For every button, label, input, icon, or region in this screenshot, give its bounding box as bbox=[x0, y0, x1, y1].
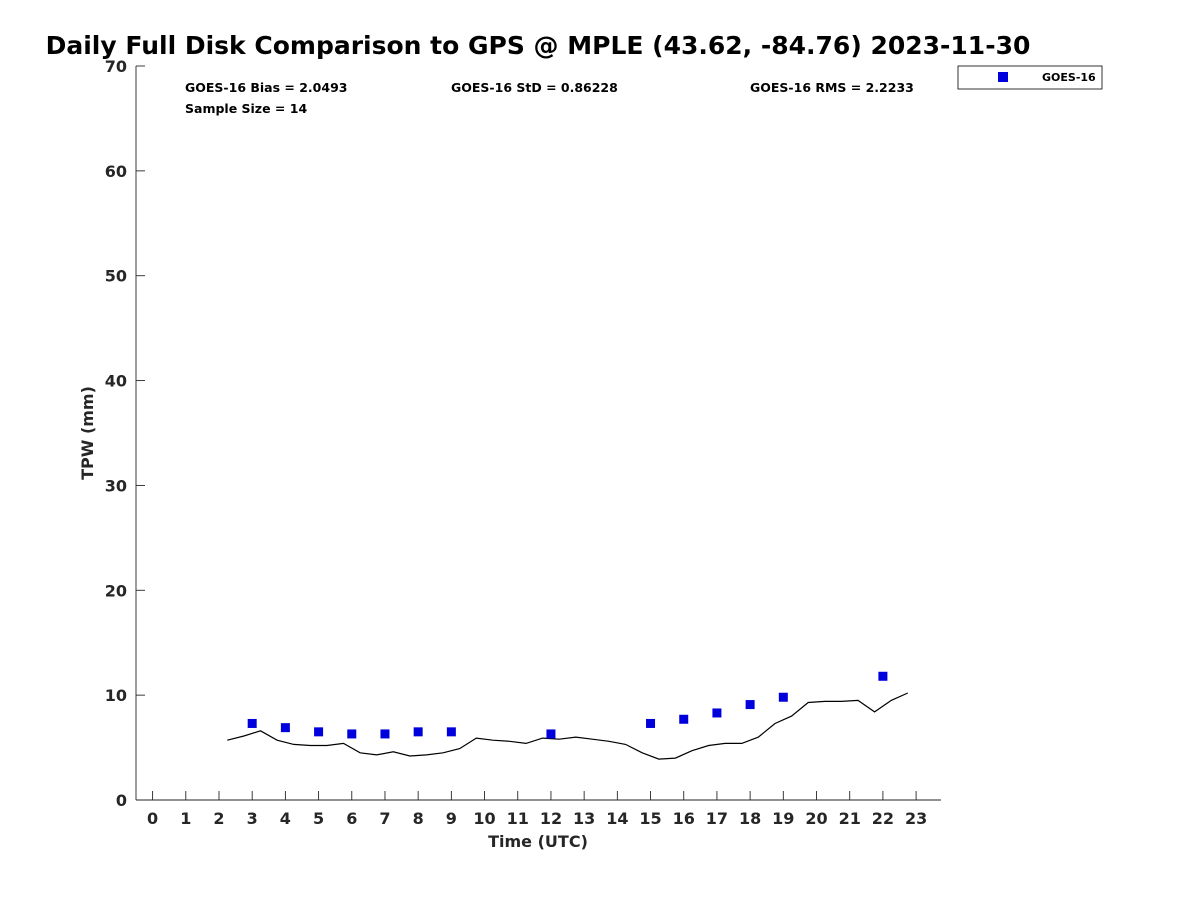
goes16-point bbox=[247, 718, 257, 728]
y-tick-label: 50 bbox=[105, 267, 127, 286]
goes16-point bbox=[413, 727, 423, 737]
y-tick-label: 60 bbox=[105, 162, 127, 181]
x-tick-label: 15 bbox=[639, 809, 661, 828]
x-tick-label: 12 bbox=[540, 809, 562, 828]
y-axis-label: TPW (mm) bbox=[78, 386, 97, 480]
x-tick-label: 1 bbox=[180, 809, 191, 828]
goes16-point bbox=[745, 700, 755, 710]
x-tick-label: 23 bbox=[905, 809, 927, 828]
x-tick-label: 14 bbox=[606, 809, 628, 828]
goes16-point bbox=[679, 714, 689, 724]
x-tick-label: 2 bbox=[213, 809, 224, 828]
legend-box bbox=[957, 65, 1103, 90]
x-tick-label: 3 bbox=[247, 809, 258, 828]
legend-label-goes16: GOES-16 bbox=[1042, 71, 1096, 84]
goes16-point bbox=[380, 729, 390, 739]
x-tick-label: 21 bbox=[839, 809, 861, 828]
x-tick-label: 13 bbox=[573, 809, 595, 828]
rms-stat: GOES-16 RMS = 2.2233 bbox=[750, 80, 914, 95]
y-tick-label: 70 bbox=[105, 57, 127, 76]
y-tick-label: 20 bbox=[105, 581, 127, 600]
goes16-point bbox=[646, 718, 656, 728]
x-tick-label: 7 bbox=[379, 809, 390, 828]
gps-tpw-line bbox=[227, 692, 909, 760]
x-tick-label: 17 bbox=[706, 809, 728, 828]
goes16-point bbox=[778, 692, 788, 702]
x-tick-label: 9 bbox=[446, 809, 457, 828]
goes16-point bbox=[347, 729, 357, 739]
legend: GOES-16 bbox=[957, 65, 1103, 90]
x-tick-label: 16 bbox=[673, 809, 695, 828]
sample-size-stat: Sample Size = 14 bbox=[185, 101, 307, 116]
x-tick-label: 22 bbox=[872, 809, 894, 828]
y-tick-label: 40 bbox=[105, 372, 127, 391]
x-tick-label: 6 bbox=[346, 809, 357, 828]
x-tick-label: 19 bbox=[772, 809, 794, 828]
x-axis-label: Time (UTC) bbox=[488, 832, 588, 851]
x-tick-label: 4 bbox=[280, 809, 291, 828]
x-tick-label: 18 bbox=[739, 809, 761, 828]
goes16-point bbox=[446, 727, 456, 737]
x-tick-label: 8 bbox=[413, 809, 424, 828]
goes16-point bbox=[712, 708, 722, 718]
y-tick-label: 30 bbox=[105, 476, 127, 495]
legend-marker-goes16 bbox=[998, 72, 1008, 82]
x-tick-label: 0 bbox=[147, 809, 158, 828]
chart-title: Daily Full Disk Comparison to GPS @ MPLE… bbox=[46, 31, 1031, 60]
bias-stat: GOES-16 Bias = 2.0493 bbox=[185, 80, 347, 95]
y-tick-label: 0 bbox=[116, 791, 127, 810]
x-tick-label: 20 bbox=[805, 809, 827, 828]
x-tick-label: 5 bbox=[313, 809, 324, 828]
goes16-point bbox=[546, 729, 556, 739]
goes16-point bbox=[280, 723, 290, 733]
goes16-point bbox=[314, 727, 324, 737]
y-tick-label: 10 bbox=[105, 686, 127, 705]
std-stat: GOES-16 StD = 0.86228 bbox=[451, 80, 618, 95]
x-tick-label: 10 bbox=[473, 809, 495, 828]
x-tick-label: 11 bbox=[507, 809, 529, 828]
goes16-point bbox=[878, 671, 888, 681]
